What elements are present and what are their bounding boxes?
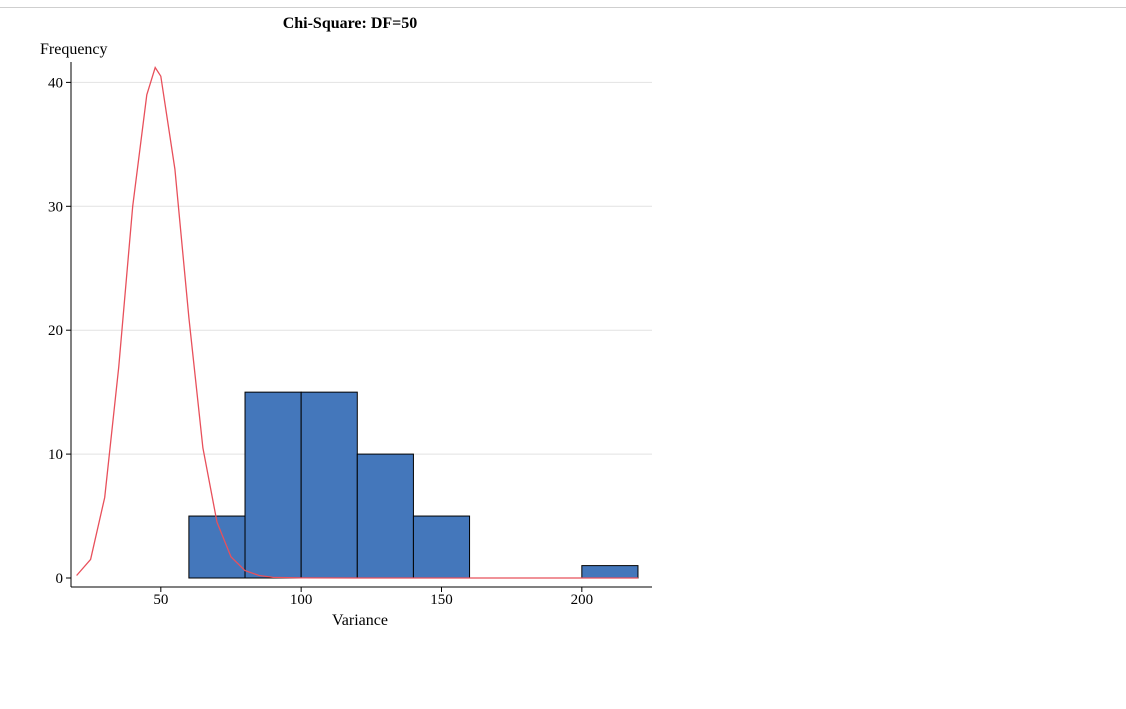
y-tick-label-10: 10 [48,447,63,463]
y-axis-label: Frequency [40,41,108,58]
y-tick-label-0: 0 [56,571,64,587]
x-tick-label-50: 50 [153,592,168,608]
x-tick-label-150: 150 [430,592,453,608]
chart-title: Chi-Square: DF=50 [283,15,418,32]
y-tick-label-40: 40 [48,75,63,91]
y-tick-label-20: 20 [48,323,63,339]
gridlines [71,81,652,455]
histogram-bars [188,391,639,579]
histogram-bar-1 [188,515,246,579]
density-curve [76,65,638,579]
axes: 0 10 20 30 40 50 100 150 200 [48,62,652,608]
x-tick-label-200: 200 [571,592,594,608]
x-axis-label: Variance [332,612,388,629]
x-tick-label-100: 100 [290,592,313,608]
histogram-bar-5 [412,515,471,579]
histogram-bar-2 [244,391,302,579]
density-curve-group [76,65,638,579]
histogram-bar-3 [300,391,358,579]
histogram-bar-6 [581,565,639,579]
histogram-bar-4 [356,453,414,579]
window-top-rule [0,0,1126,8]
y-tick-label-30: 30 [48,199,63,215]
